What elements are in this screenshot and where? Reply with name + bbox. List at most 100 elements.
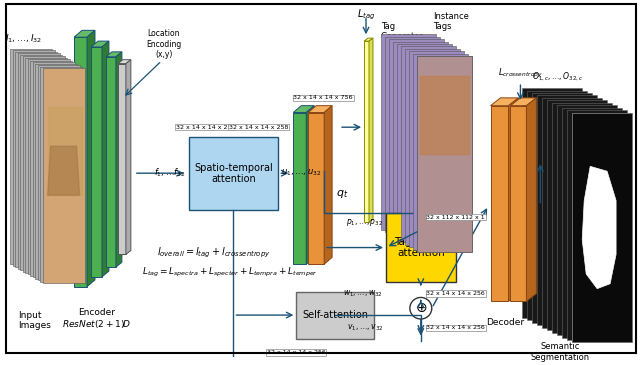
Polygon shape	[420, 76, 468, 154]
Polygon shape	[522, 88, 582, 318]
Polygon shape	[106, 52, 122, 57]
Polygon shape	[386, 213, 456, 282]
Polygon shape	[87, 30, 95, 287]
Polygon shape	[572, 112, 632, 342]
Text: $f_1,\ldots f_{32}$: $f_1,\ldots f_{32}$	[154, 167, 186, 180]
Text: $u_1,\ldots,u_{32}$: $u_1,\ldots,u_{32}$	[282, 168, 322, 178]
Polygon shape	[30, 61, 72, 276]
Polygon shape	[38, 65, 79, 280]
Polygon shape	[306, 106, 314, 264]
Polygon shape	[28, 59, 70, 274]
Polygon shape	[40, 66, 82, 282]
Text: 32 x 14 x 14 x 256: 32 x 14 x 14 x 256	[426, 291, 485, 296]
Polygon shape	[293, 106, 314, 112]
Polygon shape	[552, 103, 612, 333]
Polygon shape	[118, 60, 131, 64]
Polygon shape	[409, 51, 463, 247]
Polygon shape	[385, 37, 440, 233]
Polygon shape	[18, 53, 60, 269]
Polygon shape	[102, 41, 109, 277]
Polygon shape	[74, 30, 95, 37]
Polygon shape	[393, 42, 448, 237]
Polygon shape	[364, 41, 369, 222]
Text: Encoder: Encoder	[79, 308, 115, 317]
Polygon shape	[405, 49, 460, 245]
Polygon shape	[369, 38, 373, 222]
Polygon shape	[417, 56, 472, 252]
Polygon shape	[15, 52, 57, 267]
Polygon shape	[106, 57, 116, 267]
Polygon shape	[25, 58, 67, 273]
Text: Input: Input	[19, 311, 42, 320]
Polygon shape	[308, 112, 324, 264]
Polygon shape	[490, 98, 518, 106]
Text: 32 x 14 x 14 x 256: 32 x 14 x 14 x 256	[267, 350, 326, 355]
Text: Semantic
Segmentation: Semantic Segmentation	[531, 342, 590, 362]
Polygon shape	[582, 166, 616, 289]
Text: Tag-based
attention: Tag-based attention	[394, 237, 447, 258]
Text: 32 x 14 x 14 x 258: 32 x 14 x 14 x 258	[176, 125, 236, 130]
Polygon shape	[557, 105, 617, 335]
Text: $p_1,\ldots,p_{32}$: $p_1,\ldots,p_{32}$	[346, 217, 383, 228]
Polygon shape	[511, 106, 527, 301]
Text: $O_{1,c},\ldots,O_{32,c}$: $O_{1,c},\ldots,O_{32,c}$	[532, 71, 584, 83]
Polygon shape	[308, 106, 332, 112]
Polygon shape	[33, 62, 75, 277]
Polygon shape	[527, 98, 536, 301]
Polygon shape	[547, 100, 607, 330]
Polygon shape	[296, 292, 374, 339]
Polygon shape	[413, 54, 468, 250]
Polygon shape	[389, 39, 444, 235]
Polygon shape	[572, 112, 632, 342]
Polygon shape	[116, 52, 122, 267]
Polygon shape	[43, 68, 84, 283]
Polygon shape	[397, 44, 452, 240]
Circle shape	[410, 297, 432, 319]
Polygon shape	[364, 38, 373, 41]
Polygon shape	[532, 93, 592, 323]
Polygon shape	[74, 37, 87, 287]
Polygon shape	[35, 64, 77, 279]
Polygon shape	[563, 108, 622, 338]
Polygon shape	[509, 98, 518, 301]
Polygon shape	[490, 106, 509, 301]
Text: Location
Encoding
(x,y): Location Encoding (x,y)	[146, 29, 181, 59]
Text: 32 x 14 x 14 x 756: 32 x 14 x 14 x 756	[293, 95, 353, 100]
Text: $L_{crossentropy}$: $L_{crossentropy}$	[498, 67, 543, 80]
Text: $v_1,\ldots,v_{32}$: $v_1,\ldots,v_{32}$	[346, 323, 383, 333]
Polygon shape	[23, 56, 65, 272]
Polygon shape	[20, 55, 62, 270]
Polygon shape	[567, 110, 627, 340]
Text: 32 x 14 x 14 x 258: 32 x 14 x 14 x 258	[228, 125, 288, 130]
Text: $I_1,\ldots,I_{32}$: $I_1,\ldots,I_{32}$	[4, 32, 42, 45]
Polygon shape	[527, 91, 587, 320]
Polygon shape	[381, 34, 436, 230]
Polygon shape	[417, 56, 472, 252]
Polygon shape	[511, 98, 536, 106]
Text: Decoder: Decoder	[486, 318, 525, 327]
Text: Instance
Tags: Instance Tags	[433, 12, 468, 31]
Text: Self-attention: Self-attention	[302, 310, 368, 320]
Polygon shape	[542, 98, 602, 328]
Text: Images: Images	[19, 321, 51, 330]
Text: 32 x 112 x 112 x 1: 32 x 112 x 112 x 1	[426, 215, 485, 220]
Text: Tag
Generator: Tag Generator	[381, 22, 424, 41]
Text: Spatio-temporal
attention: Spatio-temporal attention	[194, 163, 273, 184]
Polygon shape	[126, 60, 131, 254]
Polygon shape	[13, 50, 54, 266]
Polygon shape	[47, 107, 81, 195]
Text: $L_{tag} = L_{spectra} + L_{specter} + L_{tempra} + L_{temper}$: $L_{tag} = L_{spectra} + L_{specter} + L…	[142, 265, 317, 278]
Polygon shape	[47, 146, 79, 195]
Polygon shape	[324, 106, 332, 264]
Polygon shape	[91, 41, 109, 47]
Text: $q_t$: $q_t$	[336, 188, 348, 200]
Polygon shape	[91, 47, 102, 277]
Text: $L_{tag}$: $L_{tag}$	[357, 8, 375, 22]
Text: 32 x 14 x 14 x 256: 32 x 14 x 14 x 256	[426, 325, 485, 330]
Text: $w_1,\ldots,w_{32}$: $w_1,\ldots,w_{32}$	[343, 288, 383, 299]
Polygon shape	[538, 95, 597, 325]
Polygon shape	[293, 112, 306, 264]
Text: $l_{overall} = l_{tag} + l_{crossentropy}$: $l_{overall} = l_{tag} + l_{crossentropy…	[157, 245, 270, 260]
Text: $\oplus$: $\oplus$	[415, 301, 427, 315]
Polygon shape	[118, 64, 126, 254]
